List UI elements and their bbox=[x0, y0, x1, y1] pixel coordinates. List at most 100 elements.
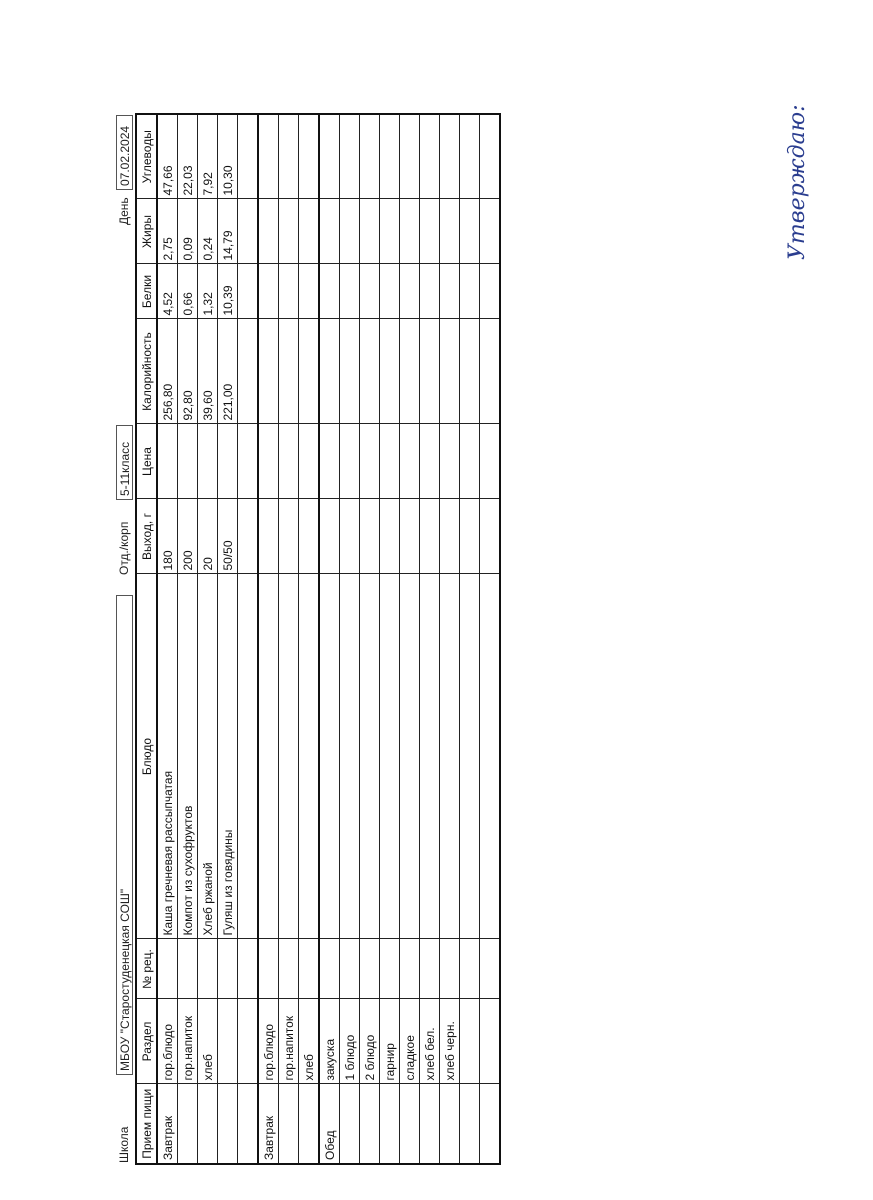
cell bbox=[379, 264, 400, 319]
cell bbox=[479, 114, 500, 199]
cell bbox=[359, 319, 380, 424]
cell: хлеб bbox=[298, 999, 319, 1084]
cell: 0,24 bbox=[197, 199, 218, 264]
cell bbox=[459, 319, 480, 424]
cell bbox=[298, 264, 319, 319]
table-row: 1 блюдо bbox=[339, 114, 360, 1164]
cell bbox=[237, 424, 258, 499]
cell bbox=[319, 424, 340, 499]
cell: 39,60 bbox=[197, 319, 218, 424]
column-header: Блюдо bbox=[136, 574, 157, 939]
cell: гарнир bbox=[379, 999, 400, 1084]
cell bbox=[459, 264, 480, 319]
cell bbox=[339, 939, 360, 999]
cell: 20 bbox=[197, 499, 218, 574]
cell bbox=[359, 939, 380, 999]
column-header: Белки bbox=[136, 264, 157, 319]
cell bbox=[399, 199, 420, 264]
cell: Каша гречневая рассыпчатая bbox=[157, 574, 178, 939]
cell: 200 bbox=[177, 499, 198, 574]
cell bbox=[278, 114, 299, 199]
cell bbox=[399, 319, 420, 424]
day-label: День bbox=[117, 197, 131, 225]
cell bbox=[419, 199, 440, 264]
table-row bbox=[479, 114, 500, 1164]
cell: 1,32 bbox=[197, 264, 218, 319]
meal-cell: Завтрак bbox=[157, 1084, 178, 1164]
cell bbox=[237, 499, 258, 574]
header-row: Прием пищи Раздел № рец. Блюдо Выход, г Цена К… bbox=[136, 114, 157, 1164]
cell bbox=[339, 499, 360, 574]
cell bbox=[419, 574, 440, 939]
cell: 92,80 bbox=[177, 319, 198, 424]
column-header: № рец. bbox=[136, 939, 157, 999]
cell bbox=[339, 424, 360, 499]
cell bbox=[439, 574, 460, 939]
cell bbox=[379, 319, 400, 424]
column-header: Цена bbox=[136, 424, 157, 499]
cell bbox=[339, 199, 360, 264]
cell bbox=[298, 114, 319, 199]
cell: 2,75 bbox=[157, 199, 178, 264]
column-header: Калорийность bbox=[136, 319, 157, 424]
dept-field: 5-11класс bbox=[116, 425, 133, 500]
column-header: Жиры bbox=[136, 199, 157, 264]
cell bbox=[258, 499, 279, 574]
cell bbox=[237, 264, 258, 319]
cell bbox=[399, 499, 420, 574]
cell bbox=[177, 424, 198, 499]
cell bbox=[278, 574, 299, 939]
cell bbox=[419, 114, 440, 199]
day-field: 07.02.2024 bbox=[116, 115, 133, 190]
cell bbox=[197, 939, 218, 999]
cell bbox=[479, 319, 500, 424]
cell bbox=[258, 939, 279, 999]
table-row: Завтрак гор.блюдо Каша гречневая рассыпчат… bbox=[157, 114, 178, 1164]
table-row: сладкое bbox=[399, 114, 420, 1164]
cell bbox=[439, 199, 460, 264]
cell bbox=[339, 264, 360, 319]
meal-cell bbox=[459, 1084, 480, 1164]
cell bbox=[258, 264, 279, 319]
cell bbox=[439, 499, 460, 574]
cell bbox=[319, 199, 340, 264]
meal-cell: Обед bbox=[319, 1084, 340, 1164]
cell bbox=[339, 114, 360, 199]
school-label: Школа bbox=[117, 1126, 131, 1163]
cell bbox=[479, 264, 500, 319]
column-header: Углеводы bbox=[136, 114, 157, 199]
meal-cell bbox=[339, 1084, 360, 1164]
meal-cell bbox=[237, 1084, 258, 1164]
menu-table: Прием пищи Раздел № рец. Блюдо Выход, г Цена К… bbox=[135, 113, 501, 1165]
cell bbox=[399, 424, 420, 499]
meal-cell bbox=[278, 1084, 299, 1164]
cell bbox=[459, 114, 480, 199]
column-header: Прием пищи bbox=[136, 1084, 157, 1164]
cell bbox=[237, 574, 258, 939]
cell bbox=[298, 499, 319, 574]
cell bbox=[217, 999, 238, 1084]
cell bbox=[459, 424, 480, 499]
cell: 10,39 bbox=[217, 264, 238, 319]
cell: хлеб черн. bbox=[439, 999, 460, 1084]
meal-cell: Завтрак bbox=[258, 1084, 279, 1164]
table-row: гарнир bbox=[379, 114, 400, 1164]
cell bbox=[399, 574, 420, 939]
cell bbox=[298, 319, 319, 424]
cell: гор.блюдо bbox=[258, 999, 279, 1084]
meal-cell bbox=[379, 1084, 400, 1164]
cell bbox=[237, 939, 258, 999]
cell: закуска bbox=[319, 999, 340, 1084]
cell: 14,79 bbox=[217, 199, 238, 264]
cell bbox=[419, 424, 440, 499]
cell bbox=[157, 424, 178, 499]
cell: гор.напиток bbox=[278, 999, 299, 1084]
cell bbox=[298, 574, 319, 939]
cell bbox=[157, 939, 178, 999]
table-row bbox=[459, 114, 480, 1164]
cell bbox=[298, 939, 319, 999]
cell: 7,92 bbox=[197, 114, 218, 199]
cell bbox=[439, 319, 460, 424]
cell bbox=[278, 499, 299, 574]
cell: 256,80 bbox=[157, 319, 178, 424]
